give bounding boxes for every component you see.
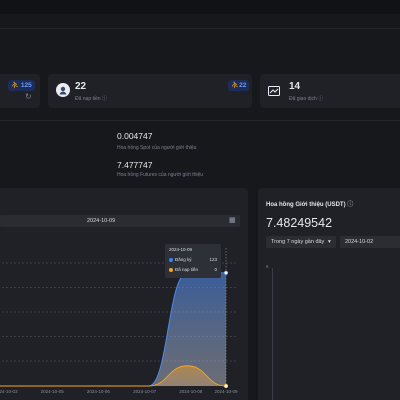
x-tick-label: 2024-10-05: [41, 389, 65, 394]
referral-commission-panel: Hoa hồng Giới thiệu (USDT) ⓘ 7.48249542 …: [258, 188, 400, 400]
spot-commission-value: 0.004747: [117, 131, 153, 141]
futures-commission-value: 7.477747: [117, 160, 153, 170]
referral-title: Hoa hồng Giới thiệu (USDT) ⓘ: [266, 202, 354, 208]
spot-commission-label: Hoa hồng Spot của người giới thiệu: [117, 145, 197, 151]
trend-chart: 2024-10-03 2024-10-05 2024-10-06 2024-10-07…: [0, 248, 238, 394]
tooltip-row-deposited: Đã nạp tiền 0: [169, 267, 217, 272]
stat-card-deposited: 22 Đã nạp tiền ⓘ ⛹22: [48, 74, 252, 108]
deposited-value: 22: [75, 81, 87, 92]
tooltip-date: 2024-10-09: [169, 247, 193, 252]
date-range-end: 2024-10-09: [87, 218, 116, 224]
y-tick-label: 6: [266, 264, 269, 269]
deposited-badge: ⛹22: [228, 80, 250, 91]
info-icon: ⓘ: [318, 96, 324, 102]
calendar-icon[interactable]: ▦: [229, 217, 236, 224]
x-tick-label: 2024-10-07: [133, 389, 157, 394]
chevron-down-icon: ▾: [328, 239, 331, 245]
info-icon: ⓘ: [101, 96, 107, 102]
user-icon: ⛹: [11, 82, 20, 89]
referral-value: 7.48249542: [266, 216, 333, 230]
divider: [0, 120, 400, 121]
top-bar: [0, 0, 400, 14]
traded-label: Đã giao dịch ⓘ: [289, 96, 324, 102]
divider: [0, 28, 400, 29]
refresh-icon[interactable]: ↻: [25, 92, 32, 101]
y-axis-line: [272, 268, 273, 400]
data-point: [223, 383, 229, 389]
registrations-badge: ⛹ 125: [8, 80, 35, 91]
traded-value: 14: [289, 81, 301, 92]
avatar-icon: [56, 83, 70, 97]
x-tick-label: 2024-10-08: [179, 389, 203, 394]
trend-chart-panel: 2024-10-09 ▦ 2024-10-032024-10-052024-10…: [0, 188, 248, 400]
series-area-deposited: [0, 365, 226, 386]
x-tick-label: 2024-10-03: [0, 389, 18, 394]
registrations-badge-value: 125: [20, 82, 32, 89]
info-icon: ⓘ: [347, 202, 354, 208]
chart-tooltip: 2024-10-09 Đăng ký 123 Đã nạp tiền 0: [165, 244, 221, 278]
futures-commission-label: Hoa hồng Futures của người giới thiệu: [117, 172, 204, 178]
series-area-registered: [0, 272, 226, 386]
x-tick-label: 2024-10-09: [214, 389, 238, 394]
series-line-deposited: [0, 365, 227, 387]
user-icon: ⛹: [231, 82, 240, 89]
referral-date-select[interactable]: 2024-10-02: [340, 236, 400, 248]
stat-card-traded: 14 Đã giao dịch ⓘ: [260, 74, 400, 108]
data-point: [223, 270, 229, 275]
tooltip-row-registered: Đăng ký 123: [169, 257, 217, 262]
chart-card-icon: [268, 83, 280, 101]
x-tick-label: 2024-10-06: [87, 389, 111, 394]
deposited-label: Đã nạp tiền ⓘ: [75, 96, 107, 102]
period-select[interactable]: Trong 7 ngày gần đây ▾: [266, 236, 336, 248]
date-range-picker[interactable]: 2024-10-09 ▦: [0, 215, 240, 227]
stat-card-registrations: ⛹ 125 ↻: [0, 74, 40, 108]
